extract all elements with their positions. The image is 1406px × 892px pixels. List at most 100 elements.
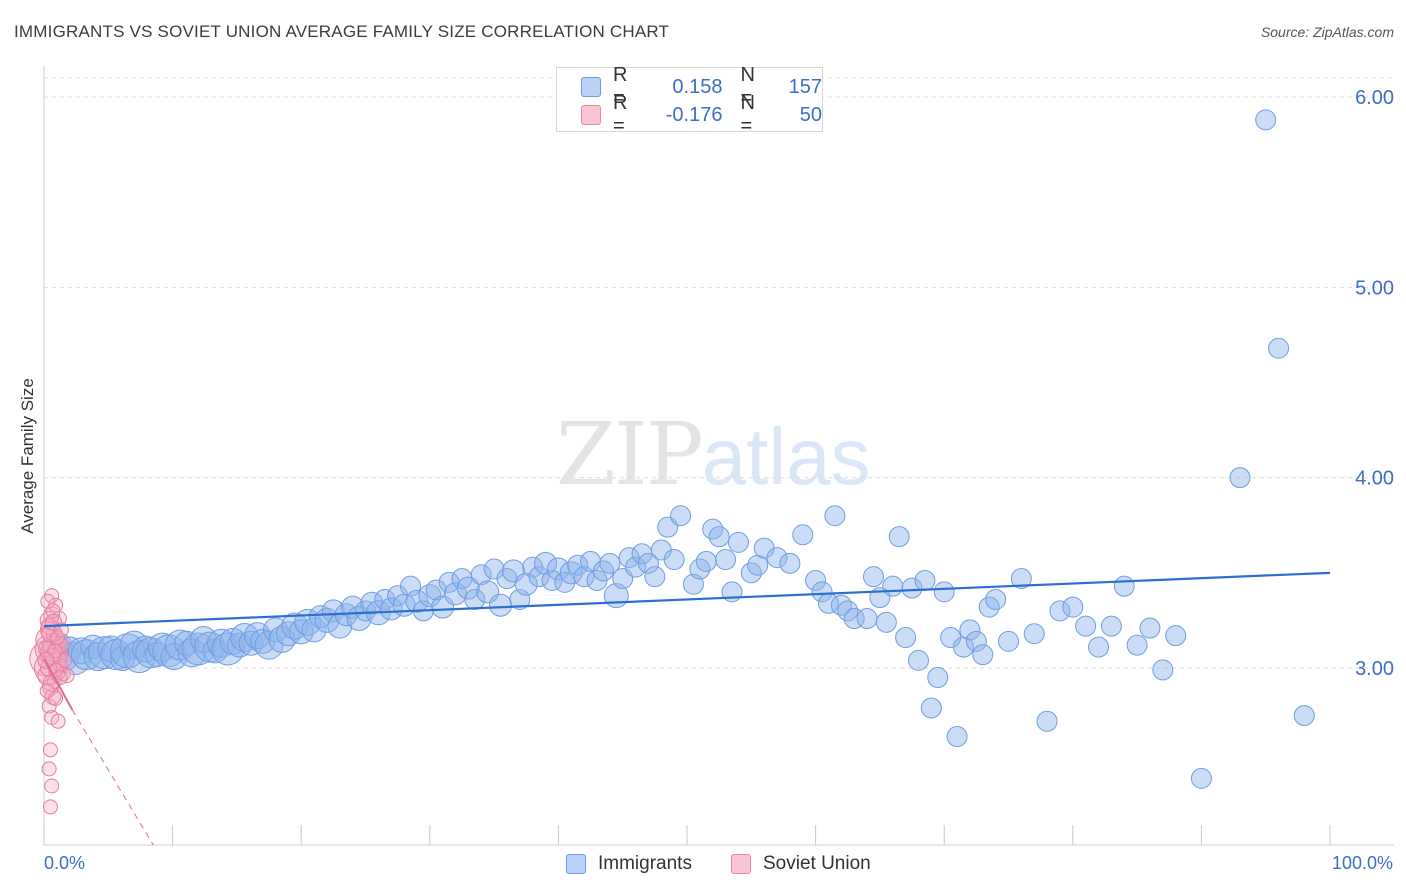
immigrants-point [250,628,276,654]
soviet-union-point [44,778,60,794]
immigrants-point [379,597,403,621]
legend-n-label: N = [740,64,755,109]
immigrants-point [1100,615,1122,637]
bottom-legend-soviet-union[interactable]: Soviet Union [731,852,871,876]
immigrants-point [321,599,345,623]
immigrants-point [1088,636,1110,658]
chart-title: IMMIGRANTS VS SOVIET UNION AVERAGE FAMIL… [14,22,670,41]
source-label: Source: ZipAtlas.com [1260,24,1394,40]
immigrants-point [875,611,897,633]
legend-n-label: N = [740,92,755,137]
immigrants-point [1165,625,1187,647]
immigrants-point [1036,710,1058,732]
immigrants-point [644,566,666,588]
immigrants-point [862,566,884,588]
y-tick-label: 4.00 [1355,468,1394,490]
immigrants-point [509,588,531,610]
immigrants-point [715,549,737,571]
immigrants-point [933,581,955,603]
immigrants-point [87,636,121,670]
immigrants-point [901,577,923,599]
immigrants-point [418,584,442,608]
immigrants-point [907,649,929,671]
soviet-union-point [39,683,55,699]
y-axis-tick-labels: 3.00 4.00 5.00 6.00 [1355,87,1394,680]
legend-r-label: R = [612,92,628,137]
immigrants-point [920,697,942,719]
immigrants-point [637,552,659,574]
x-tick-label-max: 100.0% [1332,853,1393,873]
immigrants-point [425,579,447,601]
bottom-legend-label-soviet-union: Soviet Union [763,853,871,874]
immigrants-point [405,589,429,613]
immigrants-point [177,638,207,668]
immigrants-point [599,552,621,574]
immigrants-point [888,526,910,548]
immigrants-point [946,726,968,748]
immigrants-point [534,551,558,575]
immigrants-point [546,557,570,581]
immigrants-point [528,566,550,588]
immigrants-point [400,575,422,597]
immigrants-point [882,575,904,597]
legend-row-immigrants: R = 0.158 N = 157 [557,64,822,109]
immigrants-trend-group [43,571,1331,711]
watermark: ZIPatlas [556,405,871,505]
immigrants-point [927,667,949,689]
immigrants-point [301,617,327,643]
immigrants-point [489,593,513,617]
immigrants-point [779,552,801,574]
x-axis-ticks [43,825,1331,845]
immigrants-point [514,572,538,596]
immigrants-point [766,547,788,569]
immigrants-point [985,588,1007,610]
immigrants-point [132,635,160,663]
immigrants-point [456,576,480,600]
legend-r-label: R = [612,64,628,109]
legend-r-value: 0.158 [672,75,723,98]
immigrants-point [1010,568,1032,590]
y-tick-label: 6.00 [1355,87,1394,109]
immigrants-point [998,630,1019,652]
immigrants-point [914,569,936,591]
immigrants-point [470,564,492,586]
immigrants-point [959,619,981,641]
immigrants-point [1293,705,1315,727]
x-axis-tick-labels: 0.0% 100.0% [44,853,1393,873]
legend-row-soviet-union: R = -0.176 N = 50 [557,92,822,137]
immigrants-point [663,549,685,571]
soviet-union-point [57,652,73,668]
soviet-union-trend-line [43,658,74,711]
watermark-atlas: atlas [701,412,871,501]
immigrants-point [792,524,814,546]
immigrants-point [695,550,717,572]
immigrants-point [1190,767,1212,789]
immigrants-point [109,645,135,671]
immigrants-point [1049,600,1071,622]
immigrants-point [843,608,865,630]
soviet-union-point [50,630,66,646]
soviet-union-point [48,690,64,706]
immigrants-point [1023,623,1045,645]
immigrants-point [972,644,994,666]
legend-r-value: -0.176 [665,103,723,126]
immigrants-point [147,632,177,662]
bottom-legend-swatch-soviet-union [731,854,751,874]
bottom-legend-swatch-immigrants [566,854,586,874]
immigrants-point [1062,596,1084,618]
immigrants-point [727,531,749,553]
x-tick-label-min: 0.0% [44,853,85,873]
legend-swatch-immigrants [581,77,601,97]
soviet-union-point [41,698,57,714]
legend-n-value: 50 [799,103,822,126]
immigrants-point [360,591,384,615]
soviet-union-point [42,799,58,815]
immigrants-point [100,639,132,671]
immigrants-point [464,588,486,610]
bottom-legend-immigrants[interactable]: Immigrants [566,852,692,876]
y-tick-label: 5.00 [1355,277,1394,299]
bottom-legend-label-immigrants: Immigrants [598,853,692,874]
immigrants-point [1255,109,1277,131]
immigrants-point [1268,337,1290,359]
